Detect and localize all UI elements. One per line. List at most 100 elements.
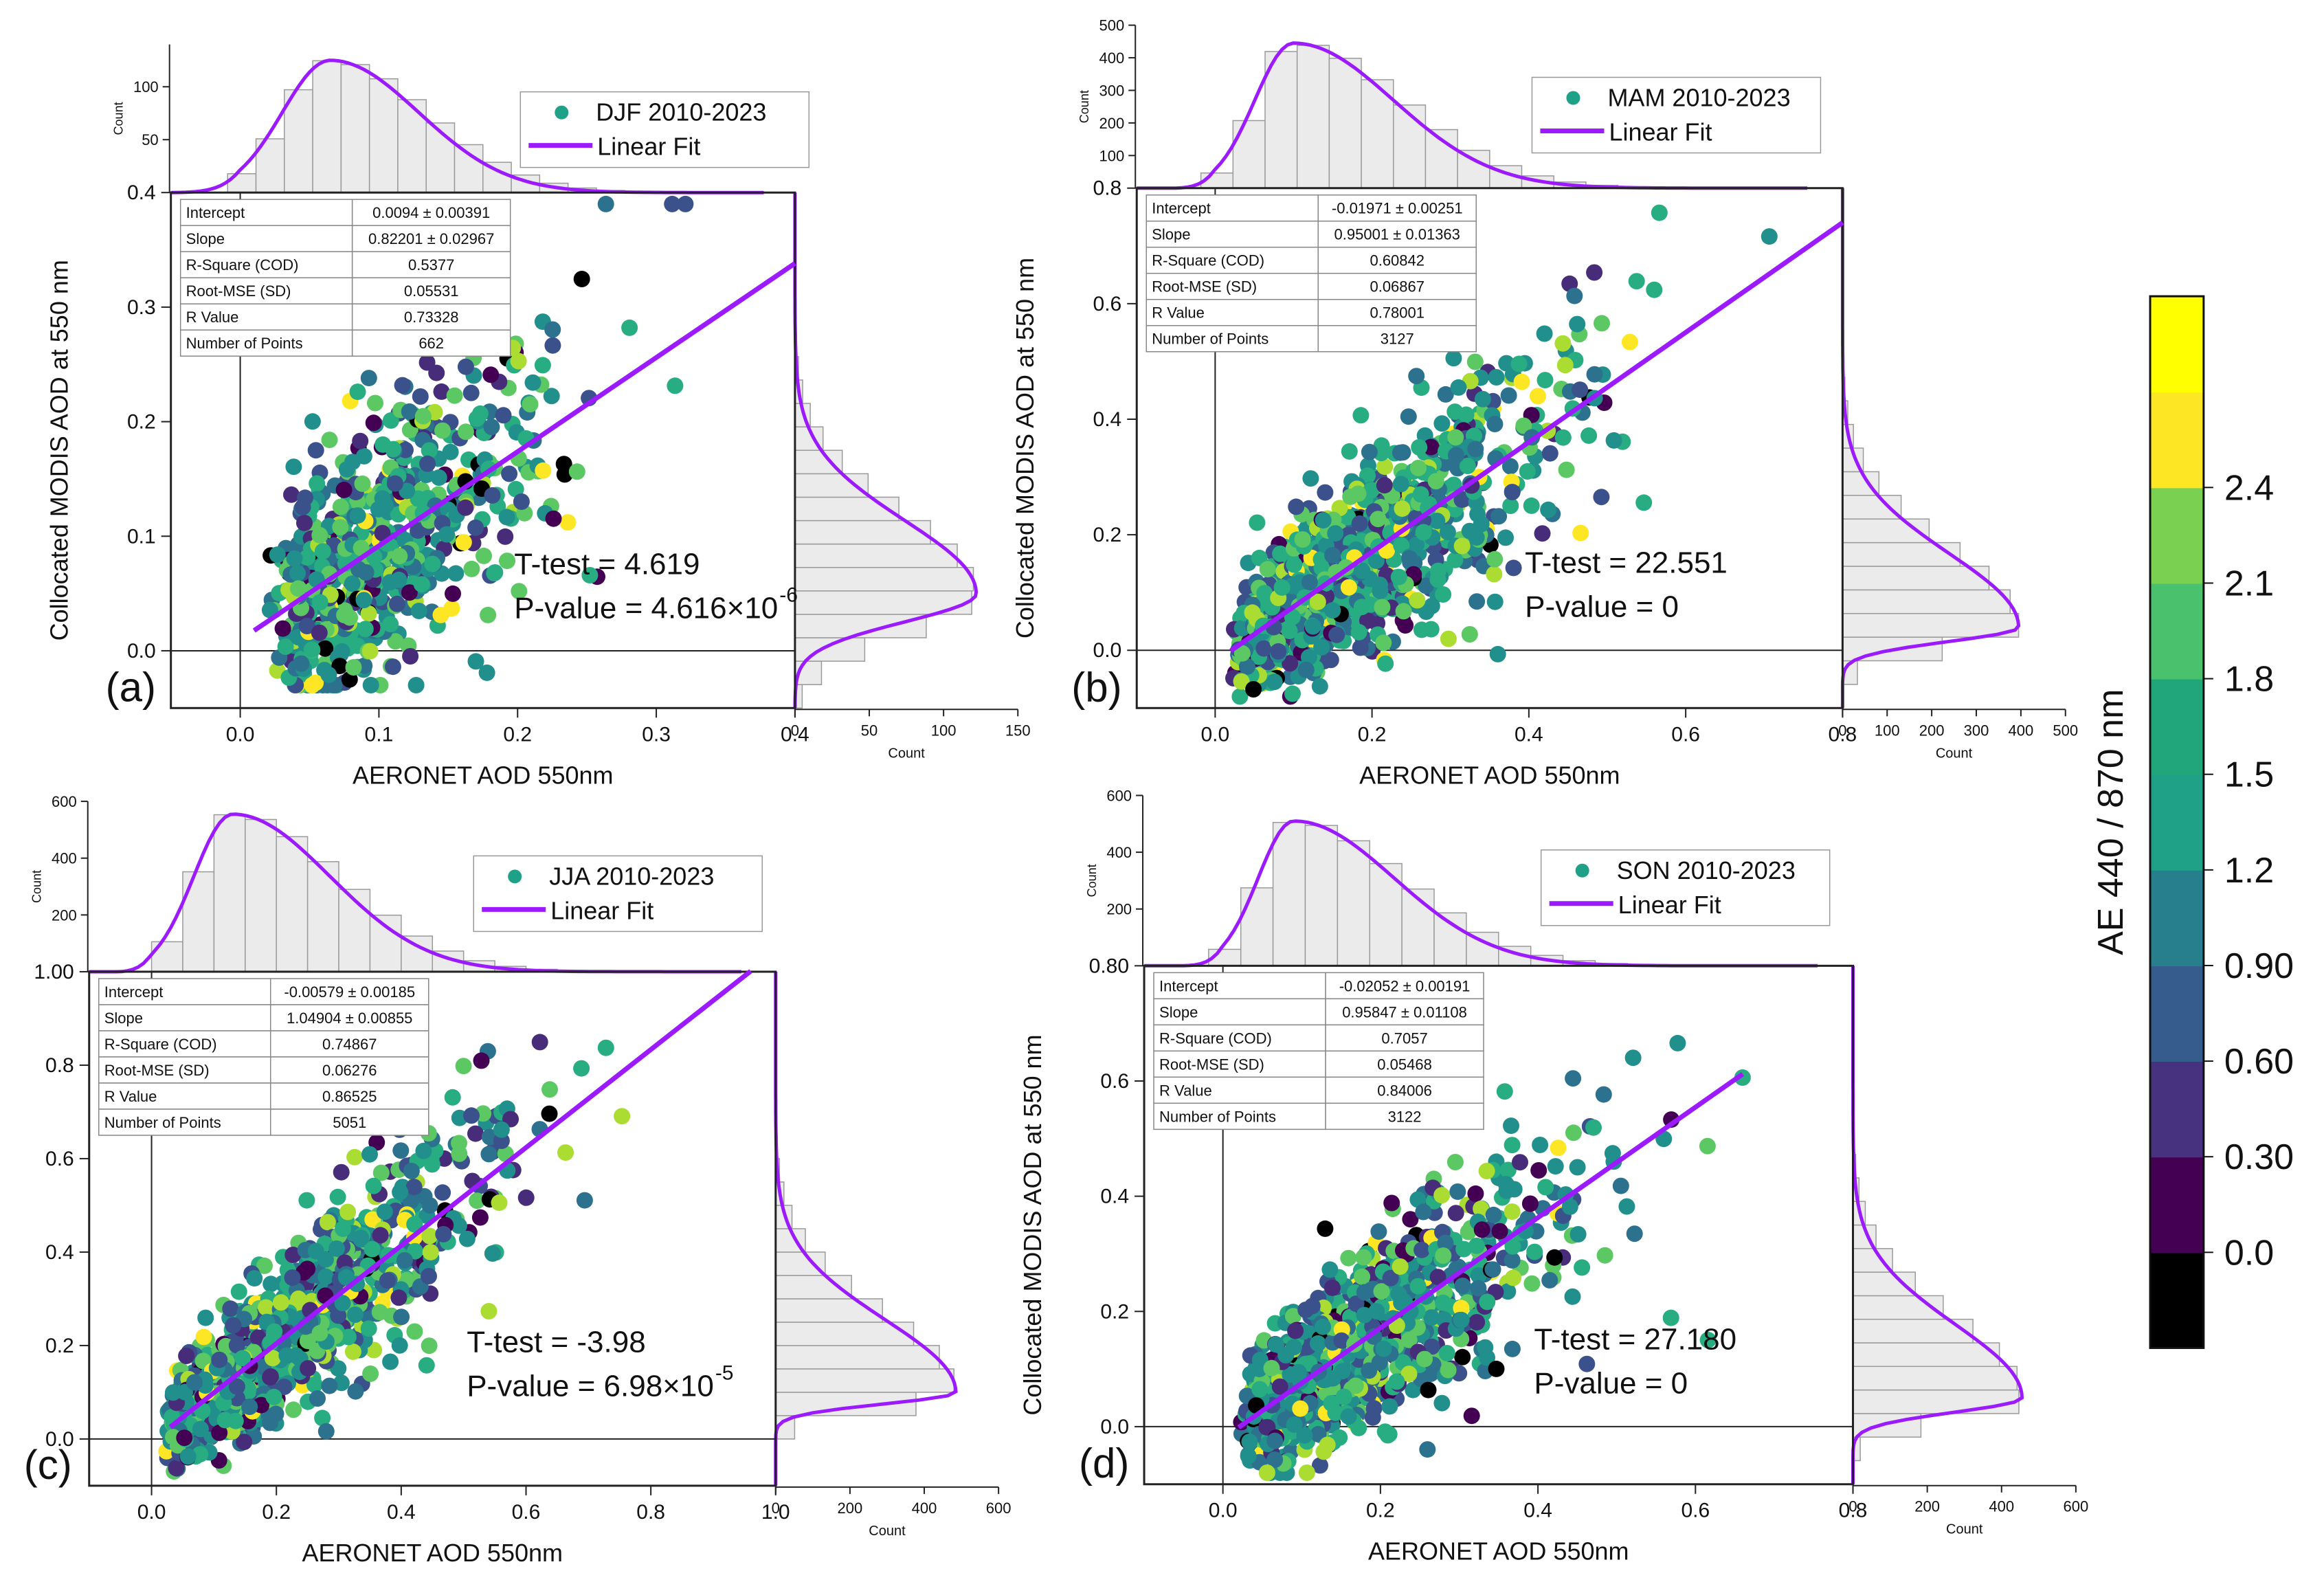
- right-hist-tick-label: 100: [931, 722, 957, 739]
- right-hist-tick-label: 0: [1838, 722, 1846, 739]
- scatter-point: [379, 1272, 396, 1289]
- scatter-point: [1505, 1269, 1522, 1286]
- scatter-point: [1536, 325, 1553, 342]
- scatter-point: [1586, 264, 1603, 281]
- stats-label: Root-MSE (SD): [1159, 1056, 1264, 1073]
- scatter-point: [424, 555, 441, 572]
- scatter-point: [1501, 458, 1519, 475]
- stats-cell: [1325, 998, 1484, 1026]
- scatter-point: [451, 1145, 468, 1162]
- scatter-point: [360, 1320, 377, 1337]
- right-histogram: 0 200 400 600 Count: [772, 971, 1011, 1539]
- stats-cell: [1146, 220, 1319, 248]
- stats-cell: [351, 277, 511, 304]
- colorbar-segment: [2149, 487, 2204, 584]
- scatter-point: [1400, 408, 1417, 425]
- x-tick-label: 0.0: [226, 723, 255, 746]
- top-hist-tick-label: 500: [1099, 17, 1125, 34]
- scatter-point: [1354, 1268, 1371, 1285]
- stats-label: R-Square (COD): [104, 1036, 217, 1053]
- top-hist-tick-label: 200: [1099, 115, 1125, 132]
- scatter-point: [597, 1039, 614, 1056]
- scatter-point: [352, 432, 369, 449]
- scatter-point: [195, 1328, 212, 1346]
- scatter-point: [1381, 1426, 1398, 1442]
- stats-cell: [1153, 998, 1326, 1026]
- scatter-point: [1328, 626, 1345, 643]
- scatter-point: [368, 1134, 386, 1151]
- y-tick-label: 0.2: [45, 1335, 74, 1357]
- scatter-point: [1245, 681, 1262, 698]
- stats-label: Slope: [186, 230, 225, 247]
- scatter-point: [1488, 369, 1505, 386]
- x-axis-label: AERONET AOD 550nm: [353, 761, 613, 789]
- scatter-point: [394, 377, 411, 394]
- scatter-point: [1347, 1377, 1364, 1394]
- scatter-point: [361, 643, 379, 660]
- scatter-point: [1277, 1347, 1295, 1363]
- stats-value: -0.00579 ± 0.00185: [284, 983, 415, 1001]
- scatter-point: [311, 526, 328, 544]
- right-hist-tick-label: 200: [1919, 722, 1945, 739]
- scatter-point: [403, 1163, 420, 1179]
- stats-label: Number of Points: [1152, 331, 1269, 348]
- scatter-point: [486, 565, 503, 581]
- top-hist-tick-label: 600: [52, 793, 77, 810]
- scatter-point: [1618, 1198, 1635, 1215]
- scatter-point: [1354, 562, 1371, 579]
- scatter-point: [1367, 553, 1385, 569]
- scatter-point: [1419, 1441, 1436, 1458]
- stats-label: Intercept: [1159, 977, 1218, 994]
- x-tick-label: 0.6: [512, 1501, 541, 1524]
- stats-value: 0.06867: [1370, 278, 1424, 296]
- scatter-point: [1377, 655, 1394, 672]
- scatter-point: [1454, 1348, 1471, 1366]
- scatter-point: [467, 653, 484, 670]
- x-tick-label: 0.0: [137, 1501, 166, 1524]
- scatter-point: [1497, 1176, 1515, 1193]
- scatter-point: [278, 1347, 295, 1364]
- scatter-point: [1547, 1158, 1564, 1175]
- histogram-bar: [775, 1251, 826, 1276]
- scatter-point: [1412, 486, 1429, 503]
- scatter-points: [1233, 1034, 1751, 1481]
- scatter-point: [1594, 315, 1610, 332]
- histogram-bar: [1842, 542, 1961, 567]
- scatter-point: [1530, 1162, 1548, 1179]
- scatter-point: [1435, 1247, 1452, 1265]
- scatter-point: [1437, 386, 1454, 403]
- scatter-point: [1564, 1288, 1581, 1305]
- top-hist-ylabel: Count: [1077, 90, 1091, 123]
- legend-box: [519, 91, 810, 168]
- scatter-point: [1361, 1362, 1378, 1379]
- colorbar-tick-label: 1.2: [2224, 851, 2274, 891]
- scatter-point: [361, 1146, 378, 1163]
- scatter-point: [415, 1142, 432, 1159]
- scatter-point: [344, 575, 361, 592]
- y-tick-label: 0.4: [1100, 1185, 1129, 1208]
- histogram-bar: [1328, 58, 1362, 189]
- scatter-point: [483, 419, 500, 436]
- scatter-point: [1423, 1309, 1440, 1326]
- ttest-label: T-test = 27.180: [1534, 1323, 1736, 1357]
- scatter-point: [176, 1429, 193, 1447]
- scatter-point: [1416, 1350, 1433, 1368]
- scatter-point: [1504, 484, 1521, 500]
- stats-cell: [1325, 1050, 1484, 1078]
- stats-label: R Value: [104, 1088, 157, 1105]
- scatter-point: [1435, 586, 1452, 603]
- scatter-point: [410, 603, 427, 619]
- colorbar-label: AE 440 / 870 nm: [2091, 689, 2131, 955]
- stats-label: R-Square (COD): [186, 256, 299, 274]
- legend-marker: [555, 105, 569, 120]
- scatter-point: [1433, 415, 1451, 432]
- y-tick-label: 0.4: [1093, 408, 1122, 431]
- scatter-point: [407, 677, 425, 693]
- scatter-point: [1313, 638, 1330, 656]
- legend-fit-label: Linear Fit: [1609, 118, 1712, 146]
- scatter-point: [1409, 1278, 1427, 1295]
- stats-value: 0.06276: [322, 1062, 377, 1079]
- scatter-point: [234, 1350, 252, 1367]
- scatter-point: [1521, 1195, 1539, 1212]
- histogram-bar: [1852, 1342, 2000, 1368]
